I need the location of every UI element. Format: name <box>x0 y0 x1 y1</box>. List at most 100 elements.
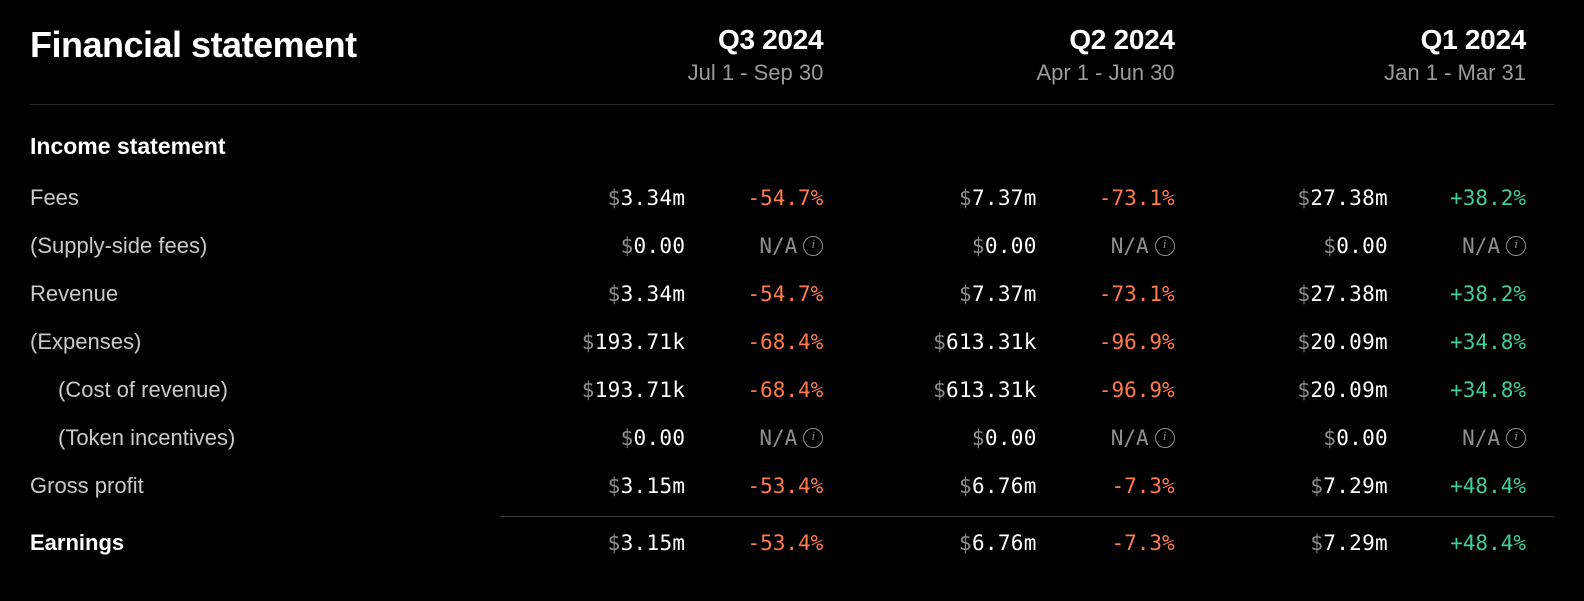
cell-value: $27.38m <box>1203 282 1388 306</box>
info-icon[interactable] <box>1155 236 1175 256</box>
table-cell: $0.00N/A <box>500 426 851 450</box>
table-row: Revenue$3.34m -54.7% $7.37m -73.1% $27.38m +3… <box>30 270 1554 318</box>
table-cell: $3.15m -53.4% <box>500 474 851 498</box>
cell-change: -53.4% <box>703 531 823 555</box>
table-cell: $6.76m -7.3% <box>851 531 1202 555</box>
cell-change: -54.7% <box>703 282 823 306</box>
column-header-q3: Q3 2024 Jul 1 - Sep 30 <box>500 24 851 86</box>
cell-value: $20.09m <box>1203 330 1388 354</box>
table-cell: $27.38m +38.2% <box>1203 186 1554 210</box>
cell-change: N/A <box>703 426 823 450</box>
cell-value: $6.76m <box>851 531 1036 555</box>
info-icon[interactable] <box>1506 428 1526 448</box>
table-cell: $7.37m-73.1% <box>851 186 1202 210</box>
cell-change: +34.8% <box>1406 330 1526 354</box>
table-body: Fees$3.34m-54.7%$7.37m-73.1%$27.38m+38.2… <box>30 174 1554 567</box>
row-label: (Expenses) <box>30 329 500 355</box>
table-cell: $0.00 N/A <box>500 234 851 258</box>
cell-value: $0.00 <box>1203 426 1388 450</box>
info-icon[interactable] <box>1155 428 1175 448</box>
table-cell: $7.29m +48.4% <box>1203 531 1554 555</box>
table-cell: $20.09m +34.8% <box>1203 378 1554 402</box>
cell-change: -53.4% <box>703 474 823 498</box>
cell-change: -7.3% <box>1055 474 1175 498</box>
cell-change: -7.3% <box>1055 531 1175 555</box>
cell-value: $3.15m <box>500 474 685 498</box>
table-row: (Supply-side fees)$0.00N/A$0.00N/A$0.00N… <box>30 222 1554 270</box>
row-label: (Token incentives) <box>30 425 500 451</box>
cell-value: $27.38m <box>1203 186 1388 210</box>
cell-value: $193.71k <box>500 378 685 402</box>
cell-change: N/A <box>703 234 823 258</box>
cell-change: +48.4% <box>1406 531 1526 555</box>
cell-change: -73.1% <box>1055 282 1175 306</box>
cell-change: N/A <box>1055 234 1175 258</box>
row-separator <box>500 516 1554 517</box>
cell-change: +38.2% <box>1406 282 1526 306</box>
info-icon[interactable] <box>803 428 823 448</box>
cell-value: $3.34m <box>500 186 685 210</box>
table-cell: $0.00 N/A <box>851 234 1202 258</box>
quarter-name: Q1 2024 <box>1203 24 1526 56</box>
cell-change: -96.9% <box>1055 330 1175 354</box>
table-cell: $193.71k-68.4% <box>500 378 851 402</box>
table-row: Fees$3.34m-54.7%$7.37m-73.1%$27.38m +38.2… <box>30 174 1554 222</box>
table-cell: $7.37m -73.1% <box>851 282 1202 306</box>
cell-change: N/A <box>1406 234 1526 258</box>
row-label: Fees <box>30 185 500 211</box>
table-row: Earnings$3.15m -53.4% $6.76m -7.3% $7.29m +48… <box>30 519 1554 567</box>
table-cell: $0.00 N/A <box>1203 426 1554 450</box>
info-icon[interactable] <box>1506 236 1526 256</box>
cell-change: +48.4% <box>1406 474 1526 498</box>
section-title: Income statement <box>30 133 1554 160</box>
table-cell: $613.31k -96.9% <box>851 378 1202 402</box>
table-cell: $3.34m-54.7% <box>500 186 851 210</box>
table-cell: $3.34m -54.7% <box>500 282 851 306</box>
cell-value: $0.00 <box>851 426 1036 450</box>
cell-value: $7.37m <box>851 186 1036 210</box>
table-cell: $193.71k -68.4% <box>500 330 851 354</box>
cell-value: $6.76m <box>851 474 1036 498</box>
cell-value: $613.31k <box>851 330 1036 354</box>
cell-change: -96.9% <box>1055 378 1175 402</box>
cell-change: +34.8% <box>1406 378 1526 402</box>
page-title: Financial statement <box>30 24 500 66</box>
table-row: (Token incentives)$0.00N/A$0.00N/A$0.00N… <box>30 414 1554 462</box>
table-cell: $613.31k -96.9% <box>851 330 1202 354</box>
quarter-range: Jul 1 - Sep 30 <box>500 60 823 86</box>
row-label: (Cost of revenue) <box>30 377 500 403</box>
cell-value: $613.31k <box>851 378 1036 402</box>
table-cell: $3.15m -53.4% <box>500 531 851 555</box>
cell-change: -68.4% <box>703 330 823 354</box>
row-label: Revenue <box>30 281 500 307</box>
table-cell: $0.00N/A <box>851 426 1202 450</box>
cell-change: N/A <box>1406 426 1526 450</box>
table-row: Gross profit$3.15m -53.4% $6.76m -7.3% $7.29… <box>30 462 1554 510</box>
cell-value: $0.00 <box>1203 234 1388 258</box>
cell-value: $7.29m <box>1203 531 1388 555</box>
quarter-range: Jan 1 - Mar 31 <box>1203 60 1526 86</box>
cell-value: $7.37m <box>851 282 1036 306</box>
column-header-q2: Q2 2024 Apr 1 - Jun 30 <box>851 24 1202 86</box>
table-cell: $20.09m +34.8% <box>1203 330 1554 354</box>
table-row: (Cost of revenue)$193.71k-68.4%$613.31k-… <box>30 366 1554 414</box>
info-icon[interactable] <box>803 236 823 256</box>
cell-value: $7.29m <box>1203 474 1388 498</box>
table-header: Financial statement Q3 2024 Jul 1 - Sep … <box>30 24 1554 105</box>
cell-value: $0.00 <box>851 234 1036 258</box>
cell-value: $0.00 <box>500 234 685 258</box>
table-cell: $0.00 N/A <box>1203 234 1554 258</box>
row-label: Gross profit <box>30 473 500 499</box>
table-cell: $27.38m +38.2% <box>1203 282 1554 306</box>
table-cell: $6.76m -7.3% <box>851 474 1202 498</box>
cell-value: $20.09m <box>1203 378 1388 402</box>
cell-value: $3.34m <box>500 282 685 306</box>
column-header-q1: Q1 2024 Jan 1 - Mar 31 <box>1203 24 1554 86</box>
cell-value: $193.71k <box>500 330 685 354</box>
financial-statement-panel: Financial statement Q3 2024 Jul 1 - Sep … <box>0 0 1584 577</box>
table-row: (Expenses)$193.71k -68.4% $613.31k -96.9% $2… <box>30 318 1554 366</box>
cell-value: $3.15m <box>500 531 685 555</box>
row-label: Earnings <box>30 530 500 556</box>
quarter-name: Q3 2024 <box>500 24 823 56</box>
cell-change: +38.2% <box>1406 186 1526 210</box>
